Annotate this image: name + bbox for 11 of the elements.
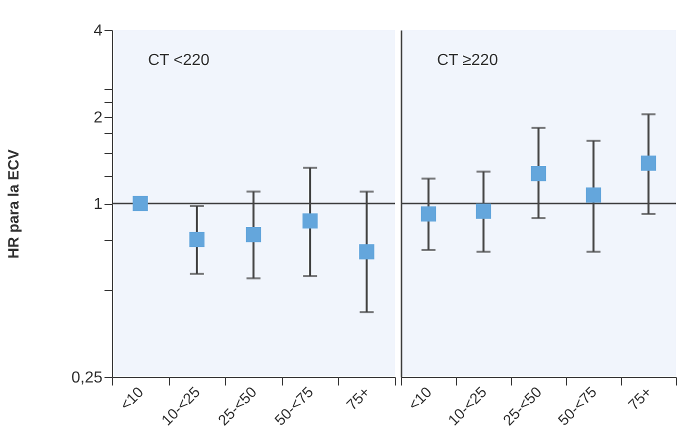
y-axis-title: HR para la ECV (5, 149, 22, 259)
y-tick-label: 4 (94, 22, 103, 40)
y-tick-label: 0,25 (71, 370, 103, 386)
y-tick-label: 1 (94, 196, 103, 213)
y-tick-label: 2 (94, 109, 103, 126)
x-tick-label: 75+ (625, 384, 656, 414)
text: CT <220 (148, 52, 210, 69)
x-tick-label: 75+ (344, 384, 374, 414)
text: CT ≥220 (437, 52, 498, 69)
x-tick-label: <10 (117, 384, 148, 414)
x-tick-label: <10 (405, 384, 436, 414)
